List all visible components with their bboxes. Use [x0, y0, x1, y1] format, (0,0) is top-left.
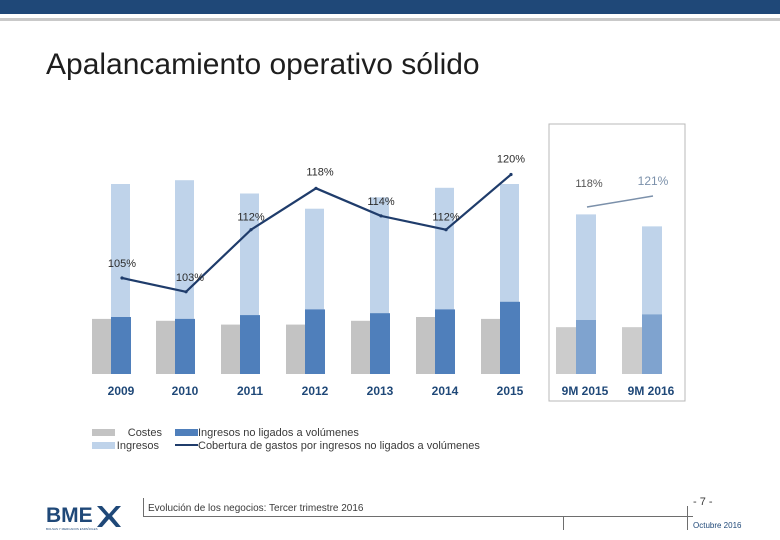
bar-no-ligados-2011: [240, 315, 260, 374]
bar-costes-2010: [156, 320, 175, 374]
page-title: Apalancamiento operativo sólido: [46, 48, 480, 81]
legend-ingresos-text: Ingresos: [116, 440, 159, 452]
bme-logo: BME BOLSAS Y MERCADOS ESPAÑOLES: [46, 501, 126, 536]
cobertura-point-2012: [314, 186, 318, 190]
legend-costes-swatch: [92, 429, 115, 436]
cobertura-point-2013: [379, 214, 383, 218]
footer-tick-left: [143, 498, 144, 517]
period-cobertura-line: [586, 195, 654, 208]
bar-costes-2015: [481, 318, 500, 374]
bar-no-ligados-2012: [305, 309, 325, 374]
period-x-tick-0: 9M 2015: [562, 384, 609, 398]
bar-no-ligados-2015: [500, 301, 520, 374]
period-box: [548, 123, 686, 402]
period-x-tick-1: 9M 2016: [628, 384, 675, 398]
logo-tagline: BOLSAS Y MERCADOS ESPAÑOLES: [46, 526, 98, 531]
header-rule: [0, 18, 780, 21]
legend-costes-text: Costes: [127, 427, 162, 439]
x-tick-2015: 2015: [497, 384, 524, 398]
cobertura-label-2014: 112%: [432, 212, 460, 224]
cobertura-point-2014: [444, 228, 448, 232]
bme-logo-mark: BME BOLSAS Y MERCADOS ESPAÑOLES: [46, 504, 121, 531]
period-bar-costes-0: [556, 327, 576, 374]
footer-tick-mid: [563, 516, 564, 530]
bar-costes-2011: [221, 324, 240, 374]
x-tick-2013: 2013: [367, 384, 394, 398]
cobertura-label-2011: 112%: [237, 212, 265, 224]
cobertura-label-2010: 103%: [176, 272, 204, 284]
cobertura-label-2015: 120%: [497, 154, 525, 166]
cobertura-point-2011: [249, 228, 253, 232]
x-tick-2010: 2010: [172, 384, 199, 398]
period-cobertura-label-0: 118%: [575, 178, 603, 190]
legend-cobertura-swatch: [175, 444, 198, 446]
x-tick-2012: 2012: [302, 384, 329, 398]
bar-costes-2009: [92, 318, 111, 374]
cobertura-label-2013: 114%: [367, 196, 395, 208]
legend-cobertura-text: Cobertura de gastos por ingresos no liga…: [198, 440, 480, 452]
footer-text: Evolución de los negocios: Tercer trimes…: [148, 503, 364, 514]
legend-no-ligados-swatch: [175, 429, 198, 436]
footer-date: Octubre 2016: [693, 521, 742, 530]
page-number: - 7 -: [693, 496, 713, 508]
header-bar: [0, 0, 780, 14]
period-bar-no-ligados-0: [576, 320, 596, 374]
footer-tick-right: [687, 506, 688, 530]
bar-no-ligados-2009: [111, 317, 131, 374]
bar-costes-2014: [416, 317, 435, 374]
period-cobertura-label-1: 121%: [638, 174, 669, 188]
period-bar-costes-1: [622, 327, 642, 374]
cobertura-label-2009: 105%: [108, 258, 136, 270]
bar-costes-2013: [351, 320, 370, 374]
bar-no-ligados-2010: [175, 318, 195, 374]
legend-no-ligados-text: Ingresos no ligados a volúmenes: [198, 427, 359, 439]
footer-rule: [143, 516, 693, 517]
bar-no-ligados-2013: [370, 313, 390, 374]
logo-text: BME: [46, 504, 93, 527]
cobertura-point-2010: [184, 290, 188, 294]
period-bar-no-ligados-1: [642, 314, 662, 374]
x-tick-2011: 2011: [237, 384, 263, 398]
cobertura-label-2012: 118%: [306, 166, 334, 178]
bar-costes-2012: [286, 324, 305, 374]
cobertura-point-2015: [509, 172, 513, 177]
bar-no-ligados-2014: [435, 309, 455, 374]
cobertura-point-2009: [120, 276, 124, 280]
x-tick-2009: 2009: [108, 384, 135, 398]
legend-ingresos-swatch: [92, 442, 115, 449]
x-tick-2014: 2014: [432, 384, 459, 398]
